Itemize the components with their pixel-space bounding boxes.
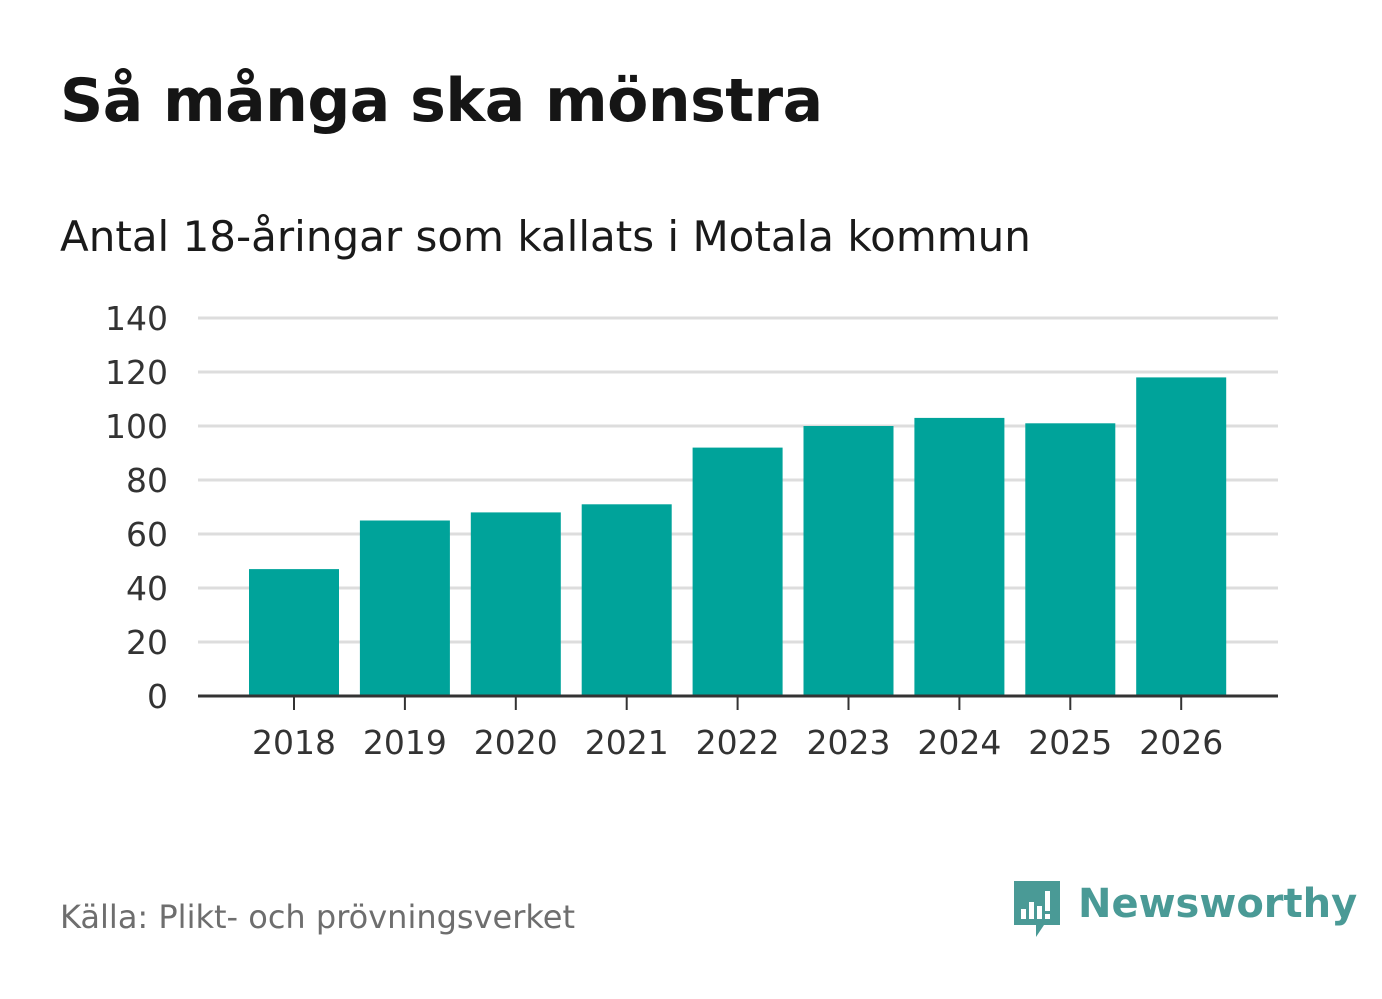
x-tick-label: 2022 bbox=[696, 723, 780, 762]
x-tick-labels: 2018 2019 2020 2021 2022 2023 2024 2025 2026 bbox=[252, 723, 1223, 762]
bars bbox=[249, 377, 1227, 696]
x-tick-label: 2024 bbox=[917, 723, 1001, 762]
x-tick-label: 2025 bbox=[1028, 723, 1112, 762]
chart-title: Så många ska mönstra bbox=[60, 66, 823, 136]
brand-logo: Newsworthy bbox=[1010, 876, 1357, 942]
x-tick-label: 2020 bbox=[474, 723, 558, 762]
y-tick-labels: 0 20 40 60 80 100 120 140 bbox=[105, 299, 168, 716]
bar-2023 bbox=[803, 426, 894, 696]
y-tick-label: 20 bbox=[126, 623, 168, 662]
y-tick-label: 60 bbox=[126, 515, 168, 554]
x-axis bbox=[198, 694, 1278, 710]
bar-2019 bbox=[359, 520, 450, 696]
y-tick-label: 0 bbox=[147, 677, 168, 716]
bar-2024 bbox=[914, 417, 1005, 696]
x-tick-label: 2019 bbox=[363, 723, 447, 762]
bar-2022 bbox=[692, 447, 783, 696]
bar-2026 bbox=[1136, 377, 1227, 696]
y-tick-label: 40 bbox=[126, 569, 168, 608]
brand-name: Newsworthy bbox=[1078, 881, 1358, 927]
x-tick-label: 2018 bbox=[252, 723, 336, 762]
bar-2018 bbox=[249, 569, 339, 696]
source-note: Källa: Plikt- och prövningsverket bbox=[60, 898, 575, 936]
x-tick-label: 2026 bbox=[1139, 723, 1223, 762]
x-tick-label: 2023 bbox=[807, 723, 891, 762]
y-tick-label: 80 bbox=[126, 461, 168, 500]
chart-subtitle: Antal 18-åringar som kallats i Motala ko… bbox=[60, 212, 1031, 261]
bar-2020 bbox=[470, 512, 561, 696]
newsworthy-logo-icon bbox=[1014, 881, 1060, 937]
y-tick-label: 140 bbox=[105, 299, 168, 338]
y-tick-label: 100 bbox=[105, 407, 168, 446]
x-tick-label: 2021 bbox=[585, 723, 669, 762]
bar-2025 bbox=[1025, 423, 1116, 696]
y-tick-label: 120 bbox=[105, 353, 168, 392]
bar-2021 bbox=[581, 504, 672, 696]
